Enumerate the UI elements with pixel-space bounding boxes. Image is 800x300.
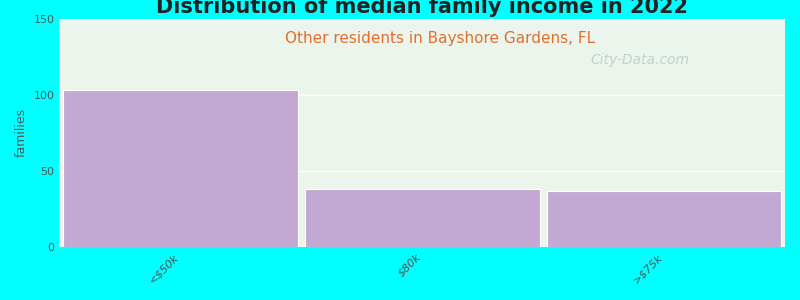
Bar (546, 190, 782, 247)
Bar (63, 90, 298, 247)
Text: City-Data.com: City-Data.com (590, 53, 690, 67)
Text: Other residents in Bayshore Gardens, FL: Other residents in Bayshore Gardens, FL (285, 32, 595, 46)
Title: Distribution of median family income in 2022: Distribution of median family income in … (156, 0, 688, 17)
Y-axis label: families: families (15, 108, 28, 158)
Bar (305, 189, 539, 247)
